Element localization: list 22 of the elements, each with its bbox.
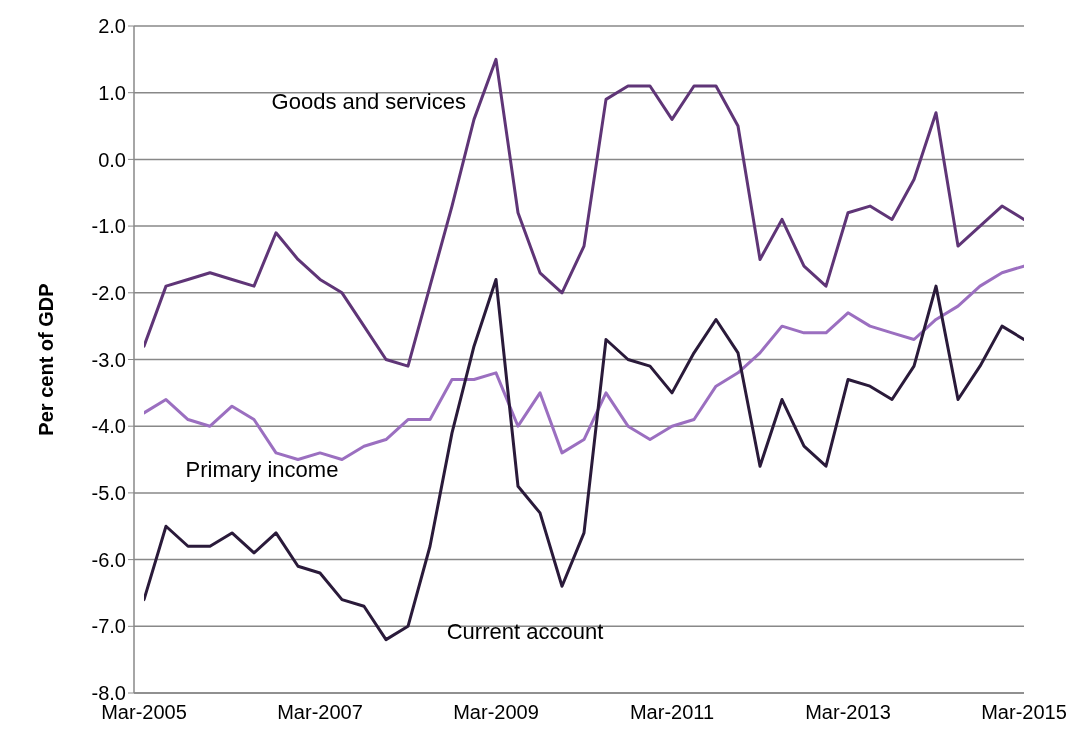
y-axis-title: Per cent of GDP xyxy=(35,283,58,436)
series-label: Goods and services xyxy=(271,89,466,115)
y-tick-label: 2.0 xyxy=(98,15,126,38)
y-tick-label: -4.0 xyxy=(91,415,126,438)
x-tick-label: Mar-2015 xyxy=(981,701,1067,724)
x-tick-label: Mar-2007 xyxy=(277,701,363,724)
x-tick-label: Mar-2013 xyxy=(805,701,891,724)
y-tick-label: -3.0 xyxy=(91,348,126,371)
y-tick-label: -7.0 xyxy=(91,615,126,638)
line-series xyxy=(144,264,1024,462)
y-tick-label: -1.0 xyxy=(91,215,126,238)
series-label: Primary income xyxy=(185,456,339,482)
line-series xyxy=(144,57,1024,368)
y-tick-label: 0.0 xyxy=(98,148,126,171)
y-tick-label: -2.0 xyxy=(91,281,126,304)
series-label: Current account xyxy=(446,619,604,645)
y-tick-label: -5.0 xyxy=(91,482,126,504)
x-tick-label: Mar-2011 xyxy=(629,701,715,724)
line-series xyxy=(144,277,1024,642)
x-tick-label: Mar-2009 xyxy=(453,701,539,724)
y-tick-label: -6.0 xyxy=(91,548,126,571)
y-tick-label: 1.0 xyxy=(98,81,126,104)
